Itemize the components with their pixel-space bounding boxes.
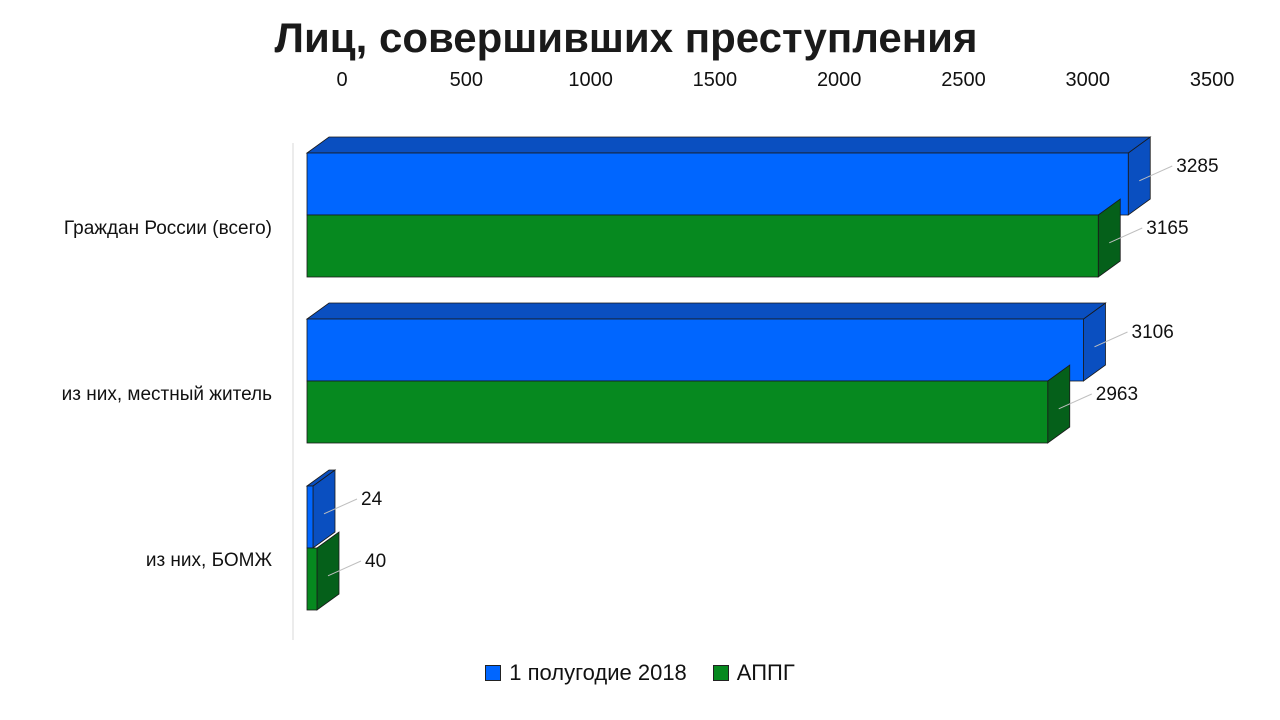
bar [306,318,1084,382]
category-label: из них, БОМЖ [146,550,273,571]
bar [306,380,1049,444]
legend-swatch-series-1 [485,665,502,681]
x-axis-ticks: 0 500 1000 1500 2000 2500 3000 3500 [336,69,1234,91]
bar-top [305,136,1152,154]
data-label-leader [1094,331,1128,348]
x-tick-label: 2000 [817,69,862,91]
legend: 1 полугодие 2018 АППГ [0,660,1280,686]
bar [306,214,1099,278]
legend-label-series-1: 1 полугодие 2018 [509,660,687,685]
x-tick-label: 1500 [693,69,738,91]
category-labels: Граждан России (всего) из них, местный жи… [62,218,273,571]
data-label-leader [1139,165,1173,182]
category-label: из них, местный житель [62,384,272,405]
bar-top [305,302,1107,320]
data-label: 40 [365,551,386,572]
x-tick-label: 0 [336,69,347,91]
data-label: 24 [361,489,383,510]
data-label-leader [1109,227,1143,244]
bar [306,485,314,549]
bar [306,152,1129,216]
category-label: Граждан России (всего) [64,218,272,239]
x-tick-label: 2500 [941,69,986,91]
bar [306,547,318,611]
x-tick-label: 3500 [1190,69,1235,91]
legend-label-series-2: АППГ [736,660,795,685]
data-label: 3285 [1176,156,1218,177]
data-label-leader [327,560,362,577]
data-label: 2963 [1096,384,1138,405]
x-tick-label: 500 [450,69,483,91]
legend-item-series-2: АППГ [712,660,795,686]
legend-item-series-1: 1 полугодие 2018 [485,660,687,686]
data-labels: 3285 3106 24 3165 2963 40 [323,156,1219,577]
bar-chart: 0 500 1000 1500 2000 2500 3000 3500 Граждан Рос… [62,69,1234,640]
x-tick-label: 1000 [568,69,613,91]
chart-title: Лиц, совершивших преступления [274,14,978,61]
data-label-leader [1058,393,1092,410]
legend-swatch-series-2 [712,665,729,681]
data-label: 3106 [1132,322,1174,343]
data-label: 3165 [1146,218,1188,239]
bar-side [316,531,340,611]
data-label-leader [323,498,358,515]
bars [305,136,1152,611]
x-tick-label: 3000 [1066,69,1111,91]
